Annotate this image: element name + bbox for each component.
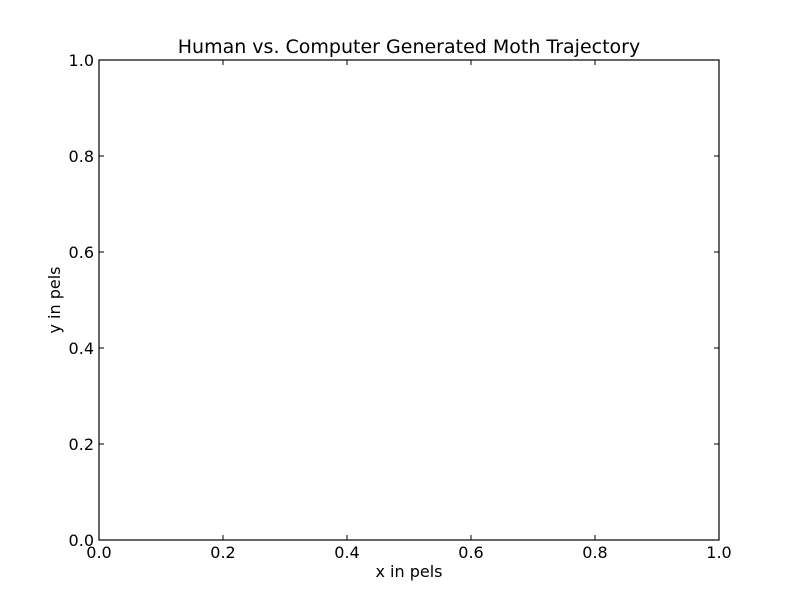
x-tick-label: 0.6 [458,543,483,562]
x-tick-label: 0.2 [210,543,235,562]
x-tick-label: 0.4 [334,543,359,562]
y-axis: 0.0 0.2 0.4 0.6 0.8 1.0 [69,51,719,550]
y-tick-label: 0.2 [69,435,94,454]
plot-area [98,59,720,541]
y-tick-label: 0.8 [69,147,94,166]
x-axis-label: x in pels [375,562,442,581]
y-tick-label: 0.6 [69,243,94,262]
y-tick-label: 0.4 [69,339,94,358]
y-axis-label: y in pels [45,266,64,333]
x-tick-label: 1.0 [706,543,731,562]
y-tick-label: 1.0 [69,51,94,70]
x-axis: 0.0 0.2 0.4 0.6 0.8 1.0 [86,60,732,562]
y-tick-label: 0.0 [69,531,94,550]
chart-title: Human vs. Computer Generated Moth Trajec… [178,36,640,58]
x-tick-label: 0.8 [582,543,607,562]
x-tick-label: 0.0 [86,543,111,562]
